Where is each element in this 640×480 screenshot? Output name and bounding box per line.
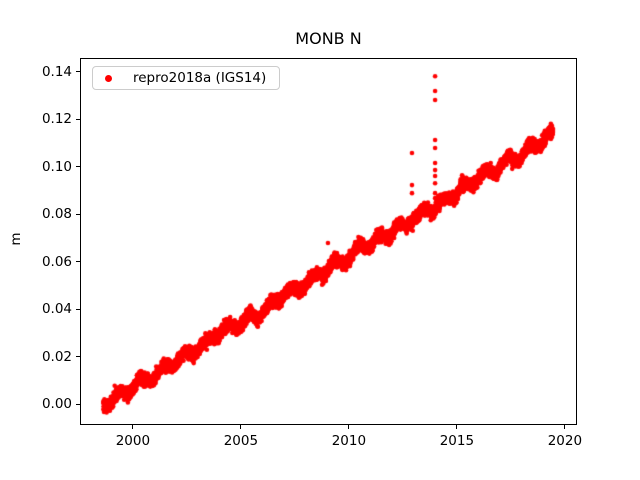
legend-label: repro2018a (IGS14)	[133, 70, 267, 86]
x-tick-label: 2010	[331, 433, 367, 449]
x-tick-label: 2000	[115, 433, 151, 449]
y-tick-label: 0.14	[41, 63, 72, 80]
y-tick-mark	[76, 356, 80, 358]
x-tick-mark	[456, 425, 458, 429]
x-tick-mark	[240, 425, 242, 429]
y-tick-mark	[76, 118, 80, 120]
y-tick-mark	[76, 213, 80, 215]
x-tick-label: 2015	[439, 433, 475, 449]
y-tick-label: 0.12	[41, 111, 72, 128]
y-tick-label: 0.06	[41, 253, 72, 270]
y-tick-label: 0.08	[41, 206, 72, 223]
x-tick-mark	[132, 425, 134, 429]
legend-box: repro2018a (IGS14)	[92, 66, 280, 90]
x-tick-label: 2005	[223, 433, 259, 449]
y-axis-label: m	[8, 232, 24, 246]
y-tick-label: 0.10	[41, 158, 72, 175]
x-tick-mark	[348, 425, 350, 429]
y-tick-label: 0.02	[41, 348, 72, 365]
y-tick-label: 0.04	[41, 301, 72, 318]
scatter-canvas	[80, 58, 577, 425]
y-tick-mark	[76, 261, 80, 263]
y-tick-mark	[76, 166, 80, 168]
x-tick-label: 2020	[547, 433, 583, 449]
y-tick-mark	[76, 403, 80, 405]
y-tick-mark	[76, 71, 80, 73]
legend-red-dot-icon	[105, 74, 112, 82]
y-tick-mark	[76, 308, 80, 310]
chart-title: MONB N	[295, 29, 362, 48]
y-tick-label: 0.00	[41, 396, 72, 413]
x-tick-mark	[564, 425, 566, 429]
